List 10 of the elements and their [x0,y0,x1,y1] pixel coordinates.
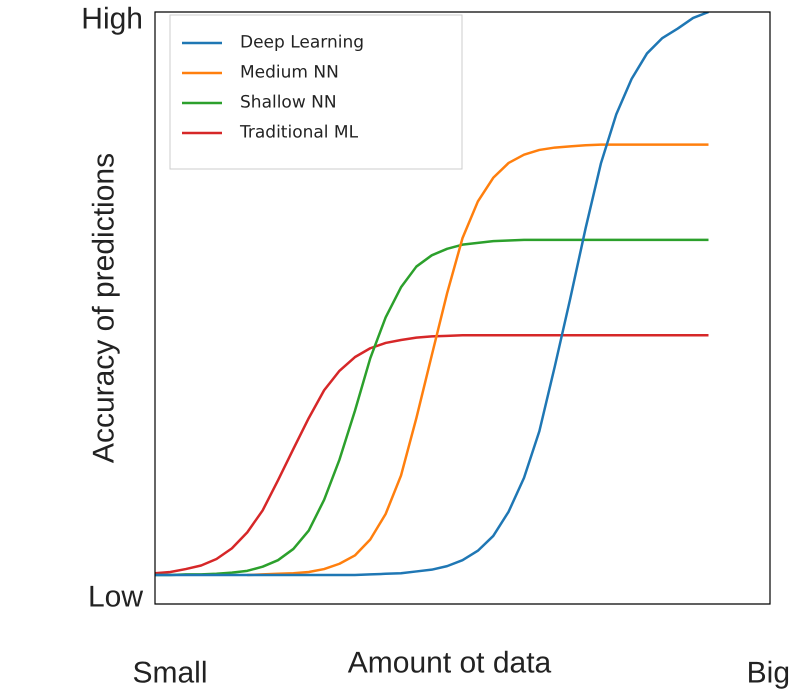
text: Small [132,656,208,690]
legend-label: Deep Learning [240,32,364,52]
legend-label: Medium NN [240,62,339,82]
text: Low [88,580,144,614]
y-axis-title: Accuracy of predictions [87,152,120,464]
text: High [81,2,143,36]
text: Big [746,656,790,690]
legend-label: Shallow NN [240,92,337,112]
x-axis-title: Amount ot data [348,646,552,680]
legend-label: Traditional ML [239,122,359,142]
